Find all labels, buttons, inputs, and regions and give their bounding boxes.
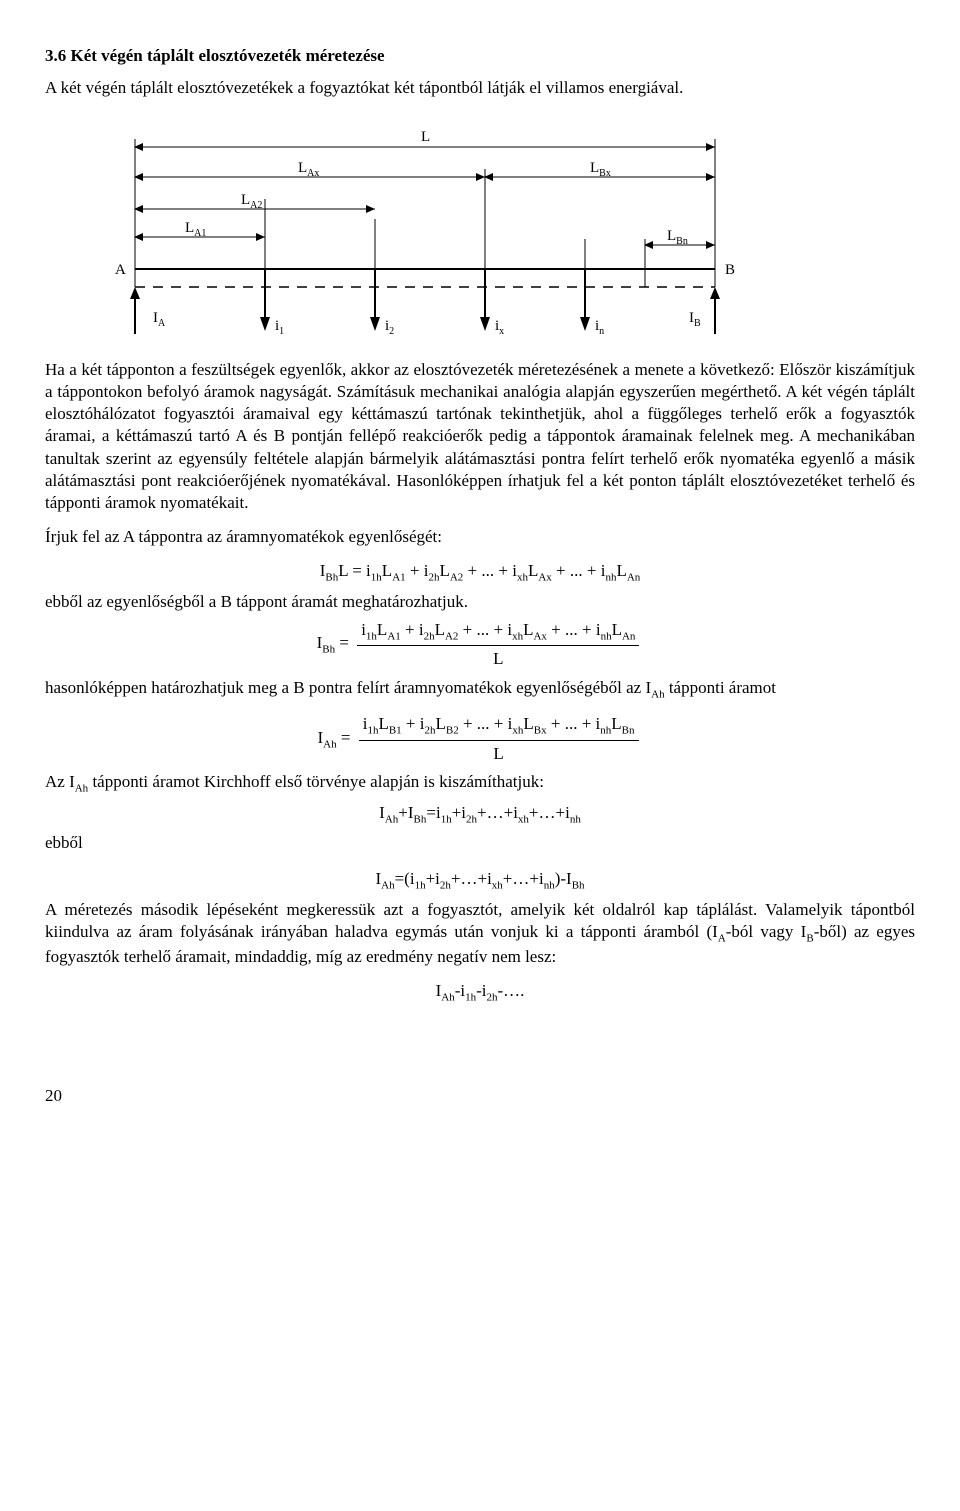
para-ebbol1: ebből az egyenlőségből a B táppont áramá… xyxy=(45,591,915,613)
page-number: 20 xyxy=(45,1085,915,1107)
equation-4: IAh+IBh=i1h+i2h+…+ixh+…+inh xyxy=(45,802,915,827)
para-main: Ha a két tápponton a feszültségek egyenl… xyxy=(45,359,915,514)
para-writeA: Írjuk fel az A táppontra az áramnyomaték… xyxy=(45,526,915,548)
diagram-svg xyxy=(45,119,805,349)
equation-5: IAh=(i1h+i2h+…+ixh+…+inh)-IBh xyxy=(45,868,915,893)
equation-1: IBhL = i1hLA1 + i2hLA2 + ... + ixhLAx + … xyxy=(45,560,915,585)
equation-2: IBh = i1hLA1 + i2hLA2 + ... + ixhLAx + .… xyxy=(45,619,915,671)
para-ebbol2: ebből xyxy=(45,832,915,854)
equation-3: IAh = i1hLB1 + i2hLB2 + ... + ixhLBx + .… xyxy=(45,713,915,765)
para-second-step: A méretezés második lépéseként megkeress… xyxy=(45,899,915,968)
section-heading: 3.6 Két végén táplált elosztóvezeték mér… xyxy=(45,45,915,67)
equation-6: IAh-i1h-i2h-…. xyxy=(45,980,915,1005)
para-similarly: hasonlóképpen határozhatjuk meg a B pont… xyxy=(45,677,915,702)
two-fed-line-diagram: L LAx LBx LA2 LA1 LBn A B IA i1 i2 ix in… xyxy=(45,119,805,349)
para-kirchhoff: Az IAh tápponti áramot Kirchhoff első tö… xyxy=(45,771,915,796)
para-intro: A két végén táplált elosztóvezetékek a f… xyxy=(45,77,915,99)
